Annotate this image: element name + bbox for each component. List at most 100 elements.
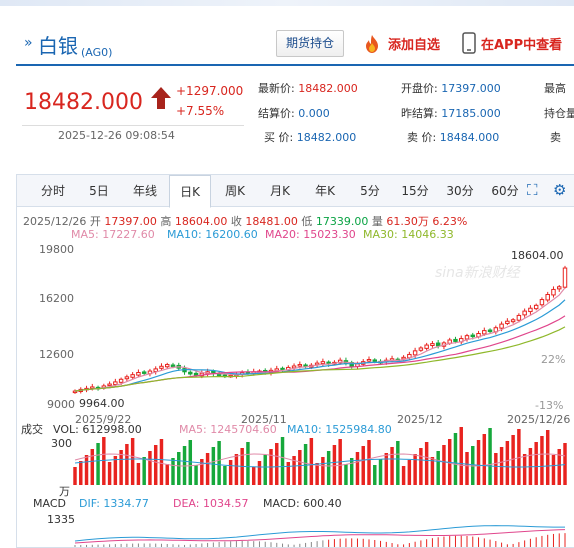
- candle-body: [107, 383, 112, 387]
- add-watchlist-link[interactable]: 添加自选: [388, 38, 441, 53]
- x-label-dec: 2025/12: [397, 413, 443, 426]
- volume-bar: [436, 451, 440, 485]
- volume-bar: [534, 442, 538, 485]
- candle-body: [522, 310, 527, 316]
- dea-line: [74, 529, 566, 544]
- volume-bar: [205, 453, 210, 485]
- volume-bar: [298, 450, 302, 485]
- tab-30min[interactable]: 30分: [446, 184, 474, 198]
- candle-body: [424, 344, 429, 349]
- candle-body: [337, 359, 343, 364]
- quote-latest-label: 最新价:: [258, 82, 295, 95]
- quote-open-value: 17397.000: [441, 82, 501, 95]
- volume-unit: 万: [59, 485, 70, 498]
- candle-body: [401, 356, 406, 360]
- volume-bar: [280, 437, 285, 485]
- volume-bar: [263, 455, 267, 485]
- quote-ask-value: 18484.000: [439, 131, 500, 144]
- candle-body: [159, 365, 164, 369]
- volume-bar: [557, 449, 561, 485]
- ma5-line: [74, 287, 566, 392]
- settings-gear-icon[interactable]: ⚙: [553, 181, 567, 199]
- volume-bar: [125, 444, 129, 485]
- volume-bar: [367, 440, 371, 485]
- ohlc-low-label: 低: [301, 215, 313, 228]
- tab-yearline[interactable]: 年线: [132, 184, 157, 198]
- volume-bar: [194, 465, 198, 485]
- tab-60min[interactable]: 60分: [491, 184, 519, 198]
- price-change-pct: +7.55%: [176, 104, 225, 118]
- candle-body: [435, 342, 441, 347]
- candle-body: [505, 320, 510, 325]
- volume-bar: [482, 434, 487, 485]
- volume-bar: [505, 441, 510, 485]
- tab-5min[interactable]: 5分: [360, 184, 380, 198]
- quote-prev-settle-label: 昨结算:: [401, 107, 438, 120]
- period-tabs: 分时 5日 年线 日K 周K 月K 年K 5分 15分 30分 60分 ⛶ ⚙: [17, 175, 574, 208]
- quote-open-interest: 持仓量: [544, 105, 574, 121]
- price-tick-16200: 16200: [39, 292, 74, 305]
- volume-bar: [522, 454, 527, 485]
- volume-bar: [390, 447, 394, 485]
- fullscreen-icon[interactable]: ⛶: [527, 181, 538, 199]
- quote-open-label: 开盘价:: [401, 82, 438, 95]
- watermark-logo: sina新浪财经: [435, 265, 522, 281]
- price-divider: [22, 125, 244, 126]
- ohlc-pct: 6.23%: [432, 215, 468, 228]
- ma5-label: MA5: 17227.60: [71, 228, 155, 241]
- volume-bar: [563, 443, 567, 485]
- x-label-end: 2025/12/26: [507, 413, 570, 426]
- volume-bar: [73, 467, 77, 485]
- volume-bar: [384, 453, 389, 485]
- candle-body: [118, 378, 124, 383]
- volume-bar: [424, 442, 429, 485]
- candle-body: [124, 376, 130, 380]
- volume-bar: [326, 451, 331, 485]
- tab-intraday[interactable]: 分时: [40, 184, 65, 198]
- futures-position-button[interactable]: 期货持仓: [276, 30, 344, 57]
- tab-yearly-k[interactable]: 年K: [315, 184, 335, 198]
- candle-body: [188, 371, 193, 375]
- volume-bar: [488, 428, 492, 485]
- dif-line: [74, 525, 565, 542]
- quote-latest: 最新价: 18482.000: [258, 80, 358, 96]
- volume-bar: [419, 448, 423, 485]
- volume-title: 成交: [21, 422, 43, 436]
- volume-bar: [113, 456, 118, 485]
- candle-body: [165, 364, 170, 368]
- volume-bar: [476, 440, 481, 485]
- volume-bar: [177, 452, 181, 485]
- volume-bar: [84, 455, 89, 485]
- volume-bar: [540, 436, 544, 485]
- volume-bar: [228, 460, 233, 485]
- candle-body: [482, 330, 487, 335]
- tab-15min[interactable]: 15分: [401, 184, 429, 198]
- ohlc-open-label: 开: [89, 215, 101, 228]
- candle-body: [412, 350, 418, 356]
- ohlc-close: 18481.00: [245, 215, 298, 228]
- candle-body: [280, 367, 285, 371]
- volume-bar: [378, 459, 383, 485]
- price-tick-19800: 19800: [39, 243, 74, 256]
- price-change: +1297.000: [176, 84, 244, 98]
- ohlc-low: 17339.00: [315, 215, 369, 228]
- tab-monthly-k[interactable]: 月K: [270, 184, 290, 198]
- volume-bar: [332, 445, 337, 485]
- quote-ask-label: 卖 价:: [407, 131, 437, 144]
- volume-bar: [257, 461, 262, 485]
- volume-bar: [79, 461, 83, 485]
- tab-weekly-k[interactable]: 周K: [225, 184, 245, 198]
- tab-daily-k[interactable]: 日K: [169, 175, 211, 208]
- candle-body: [291, 365, 297, 369]
- tab-5day[interactable]: 5日: [89, 184, 109, 198]
- ma30-label: MA30: 14046.33: [363, 228, 454, 241]
- candle-body: [136, 372, 141, 376]
- quote-ask: 卖 价: 18484.000: [407, 129, 499, 145]
- pct-tick-22: 22%: [541, 353, 565, 366]
- view-in-app-link[interactable]: 在APP中查看: [481, 38, 563, 53]
- flame-icon: [366, 35, 378, 53]
- candle-body: [562, 267, 568, 288]
- volume-ma5: MA5: 1245704.60: [179, 423, 277, 436]
- volume-bar: [430, 457, 435, 485]
- quote-bid-value: 18482.000: [296, 131, 357, 144]
